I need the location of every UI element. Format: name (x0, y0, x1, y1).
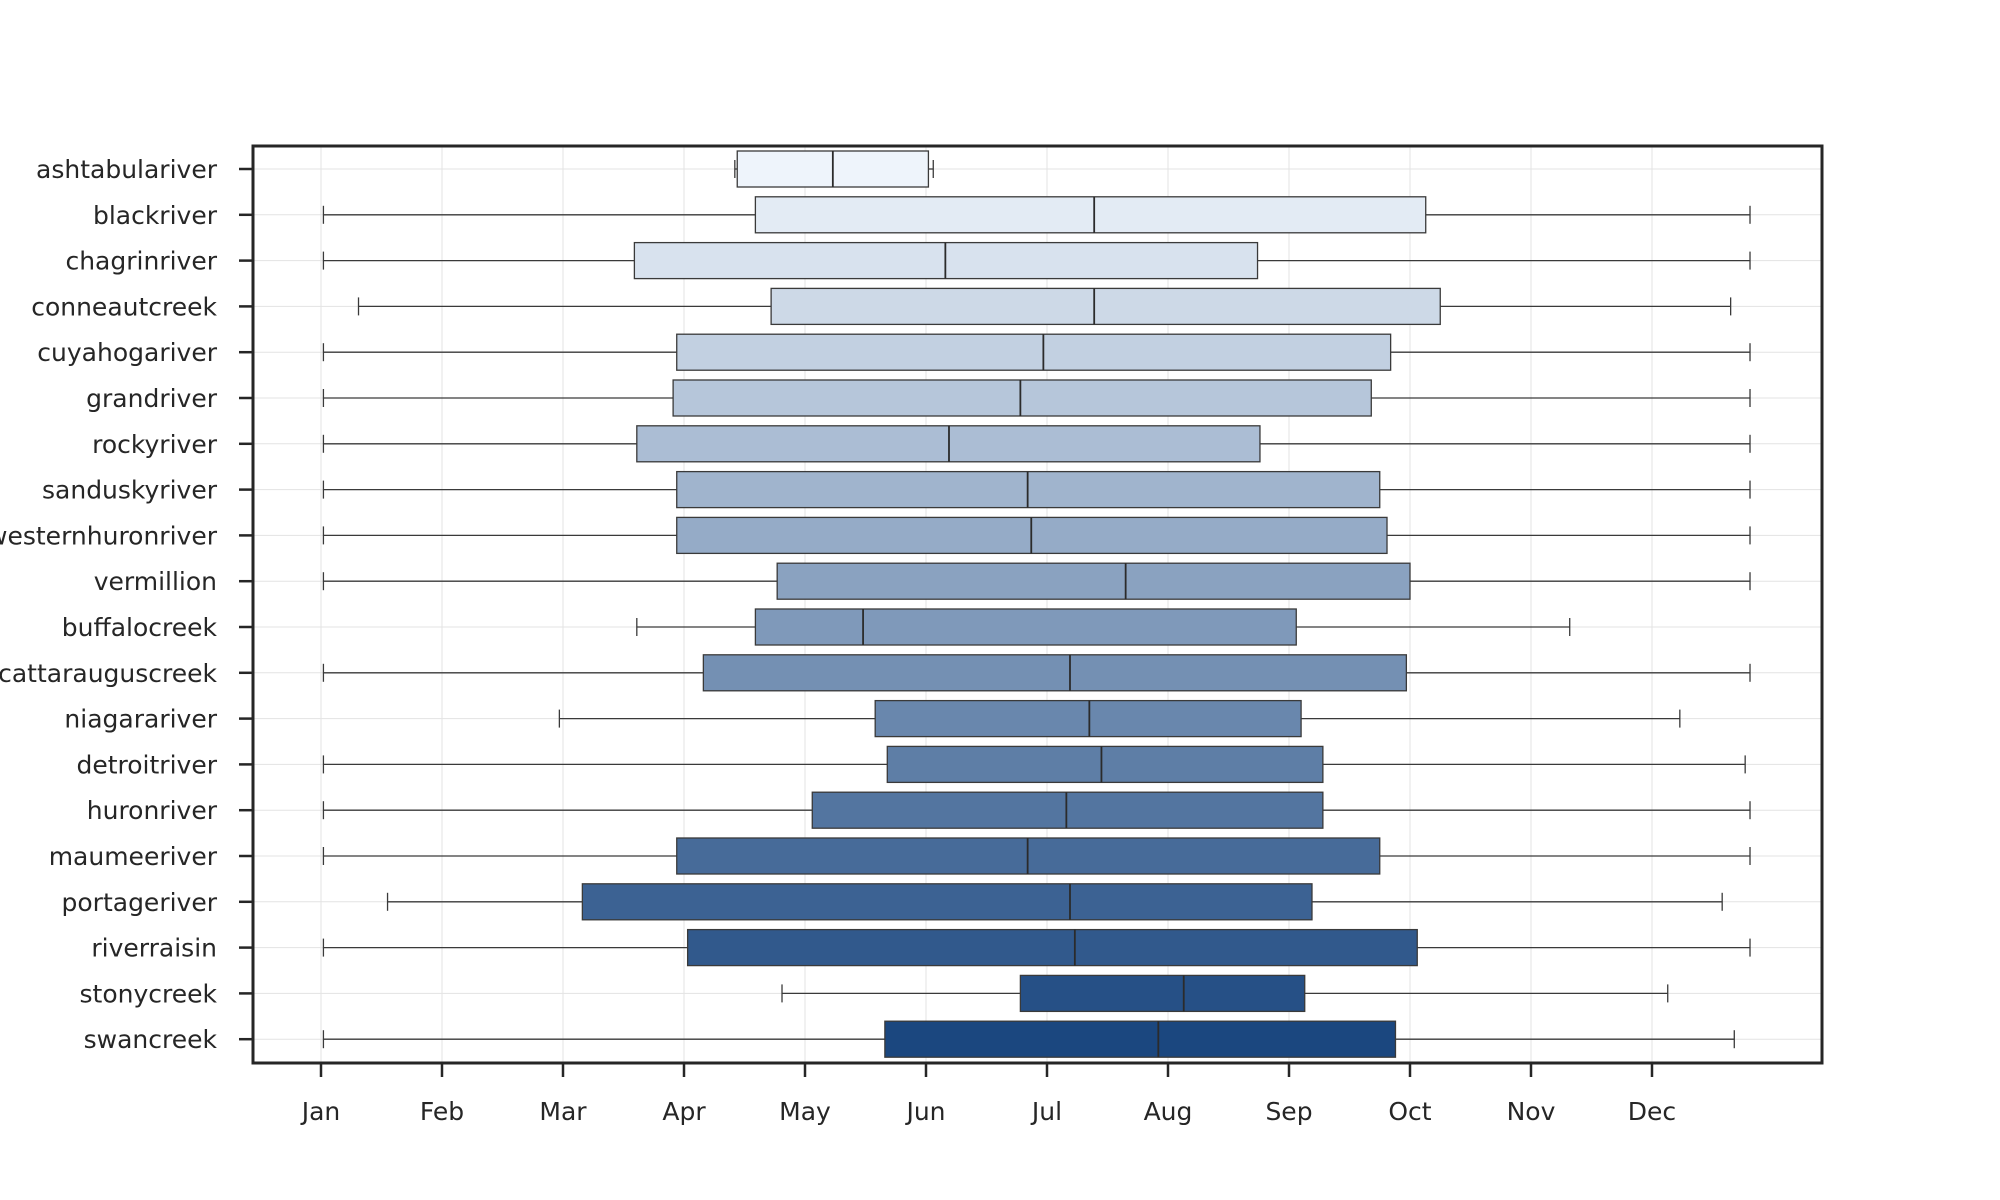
y-axis: ashtabulariver blackriver chagrinriver conn… (0, 155, 253, 1054)
y-tick-label: westernhuronriver (0, 521, 218, 550)
y-tick-label: grandriver (86, 384, 218, 413)
x-tick-label: Jun (904, 1097, 945, 1126)
x-tick-label: Feb (420, 1097, 464, 1126)
box-riverraisin (322, 928, 1751, 967)
box-swancreek (322, 1020, 1735, 1058)
x-tick-label: Apr (662, 1097, 706, 1126)
iqr-box (886, 745, 1324, 784)
box-niagarariver (558, 699, 1681, 738)
x-tick-label: Jan (300, 1097, 341, 1126)
y-tick-label: rockyriver (92, 430, 218, 459)
y-tick-label: portageriver (62, 888, 218, 917)
box-cattarauguscreek (322, 654, 1751, 692)
y-tick-label: sanduskyriver (42, 476, 218, 505)
y-tick-label: buffalocreek (62, 613, 218, 642)
y-tick-label: ashtabulariver (36, 155, 218, 184)
iqr-box (754, 608, 1297, 646)
x-tick-label: Sep (1265, 1097, 1312, 1126)
y-tick-label: cuyahogariver (37, 338, 217, 367)
x-tick-label: May (779, 1097, 831, 1126)
box-ashtabulariver (734, 150, 934, 188)
box-buffalocreek (636, 608, 1571, 646)
iqr-box (672, 379, 1372, 417)
box-blackriver (322, 196, 1751, 234)
box-portageriver (386, 883, 1723, 921)
iqr-box (776, 562, 1411, 600)
x-tick-label: Mar (539, 1097, 587, 1126)
iqr-box (702, 654, 1408, 692)
y-tick-label: chagrinriver (65, 247, 217, 276)
box-westernhuronriver (322, 516, 1751, 555)
box-chagrinriver (322, 241, 1751, 280)
iqr-box (754, 196, 1427, 234)
iqr-box (581, 883, 1313, 921)
x-tick-label: Jul (1030, 1097, 1062, 1126)
box-detroitriver (322, 745, 1746, 784)
iqr-box (770, 287, 1441, 326)
x-axis: Jan Feb Mar Apr May Jun Jul Aug Sep Oct Nov Dec (300, 1063, 1676, 1126)
box-vermillion (322, 562, 1751, 600)
box-cuyahogariver (322, 333, 1751, 371)
iqr-box (1019, 974, 1306, 1013)
iqr-box (874, 699, 1302, 738)
y-tick-label: stonycreek (80, 979, 218, 1008)
x-tick-label: Dec (1628, 1097, 1676, 1126)
y-tick-label: niagarariver (64, 705, 217, 734)
x-tick-label: Oct (1388, 1097, 1431, 1126)
plot-frame (251, 144, 1824, 1065)
box-conneautcreek (357, 287, 1732, 326)
x-tick-label: Nov (1507, 1097, 1556, 1126)
y-tick-label: maumeeriver (49, 842, 218, 871)
y-tick-label: conneautcreek (31, 292, 217, 321)
iqr-box (884, 1020, 1397, 1058)
iqr-box (686, 928, 1418, 967)
iqr-box (811, 791, 1324, 829)
x-tick-label: Aug (1144, 1097, 1193, 1126)
iqr-box (676, 333, 1392, 371)
box-layer (322, 150, 1751, 1058)
box-grandriver (322, 379, 1751, 417)
y-tick-label: riverraisin (91, 934, 217, 963)
y-tick-label: cattarauguscreek (0, 659, 218, 688)
box-rockyriver (322, 425, 1751, 463)
box-stonycreek (781, 974, 1669, 1013)
box-maumeeriver (322, 837, 1751, 875)
y-tick-label: detroitriver (76, 750, 217, 779)
grid-layer (253, 146, 1822, 1063)
box-huronriver (322, 791, 1751, 829)
box-sanduskyriver (322, 470, 1751, 509)
y-tick-label: huronriver (87, 796, 218, 825)
y-tick-label: blackriver (93, 201, 218, 230)
y-tick-label: vermillion (94, 567, 217, 596)
y-tick-label: swancreek (84, 1025, 218, 1054)
